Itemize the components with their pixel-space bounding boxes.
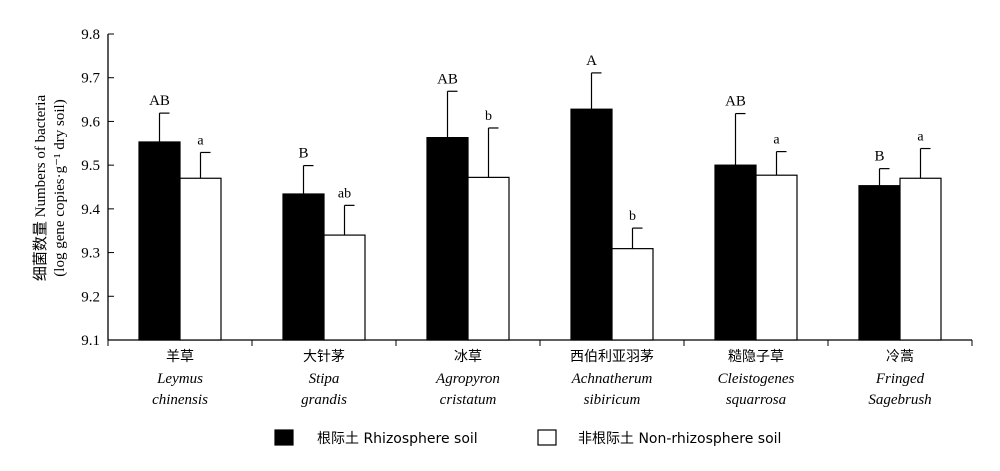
category-label-en-2: chinensis (152, 392, 208, 408)
category-label-en-1: Stipa (309, 371, 340, 387)
significance-label: AB (725, 94, 746, 110)
significance-label: b (629, 209, 636, 224)
significance-label: AB (149, 93, 170, 109)
significance-label: A (586, 53, 597, 69)
bar-non-rhizosphere (611, 248, 654, 341)
category-label-en-1: Achnatherum (571, 371, 653, 387)
significance-label: ab (338, 186, 351, 201)
bar-non-rhizosphere (179, 177, 222, 341)
category-label-cn: 冰草 (454, 349, 482, 365)
bar-non-rhizosphere (467, 176, 510, 341)
category-label-en-2: cristatum (440, 392, 497, 408)
bar-non-rhizosphere (899, 177, 942, 341)
significance-label: AB (437, 71, 458, 87)
bar-rhizosphere (138, 141, 181, 341)
category-label-en-2: squarrosa (726, 392, 786, 408)
bars: AB a Bab AB b Ab AB a Ba (138, 53, 942, 341)
y-axis-label-line1: 细菌数量 Numbers of bacteria (32, 95, 49, 282)
category-label-en-2: sibiricum (584, 392, 641, 408)
category-label-en-2: grandis (301, 392, 347, 408)
y-tick-label: 9.5 (81, 158, 100, 174)
category-label-cn: 羊草 (166, 349, 194, 365)
bar-rhizosphere (282, 193, 325, 341)
significance-label: a (197, 133, 204, 148)
category-label-cn: 糙隐子草 (728, 349, 784, 365)
legend-label-non-rhizosphere: 非根际土 Non-rhizosphere soil (578, 431, 781, 447)
bar-rhizosphere (858, 185, 901, 341)
x-axis-labels: 羊草 Leymus chinensis 大针茅 Stipa grandis 冰草 Agropy… (152, 349, 932, 408)
y-axis-label-line2: (log gene copies·g⁻¹ dry soil) (52, 99, 68, 276)
significance-label: B (874, 149, 884, 165)
bar-rhizosphere (570, 108, 613, 341)
category-label-cn: 冷蒿 (886, 349, 914, 365)
category-label-cn: 大针茅 (303, 349, 345, 365)
significance-label: b (485, 109, 492, 124)
legend: 根际土 Rhizosphere soil 非根际土 Non-rhizosphere… (274, 429, 781, 447)
bar-non-rhizosphere (755, 174, 798, 341)
category-label-cn: 西伯利亚羽茅 (570, 349, 654, 365)
bar-non-rhizosphere (323, 234, 366, 341)
significance-label: a (917, 130, 924, 145)
y-tick-label: 9.7 (81, 71, 100, 87)
y-tick-label: 9.3 (81, 246, 100, 262)
bar-rhizosphere (714, 164, 757, 341)
y-axis-label: 细菌数量 Numbers of bacteria (log gene copie… (32, 95, 68, 282)
significance-label: a (773, 133, 780, 148)
legend-swatch-non-rhizosphere (537, 429, 557, 446)
y-tick-label: 9.1 (81, 333, 100, 349)
bar-rhizosphere (426, 137, 469, 341)
legend-label-rhizosphere: 根际土 Rhizosphere soil (317, 431, 478, 447)
category-label-en-1: Fringed (875, 371, 925, 387)
category-label-en-1: Cleistogenes (718, 371, 795, 387)
y-tick-label: 9.4 (81, 202, 100, 218)
significance-label: B (298, 146, 308, 162)
legend-swatch-rhizosphere (274, 429, 294, 446)
y-tick-label: 9.6 (81, 114, 100, 130)
y-tick-label: 9.2 (81, 289, 100, 305)
category-label-en-2: Sagebrush (868, 392, 931, 408)
category-label-en-1: Agropyron (435, 371, 500, 387)
y-tick-label: 9.8 (81, 27, 100, 43)
category-label-en-1: Leymus (156, 371, 203, 387)
axes: 9.1 9.2 9.3 9.4 9.5 9.6 9.7 9.8 (81, 27, 973, 349)
